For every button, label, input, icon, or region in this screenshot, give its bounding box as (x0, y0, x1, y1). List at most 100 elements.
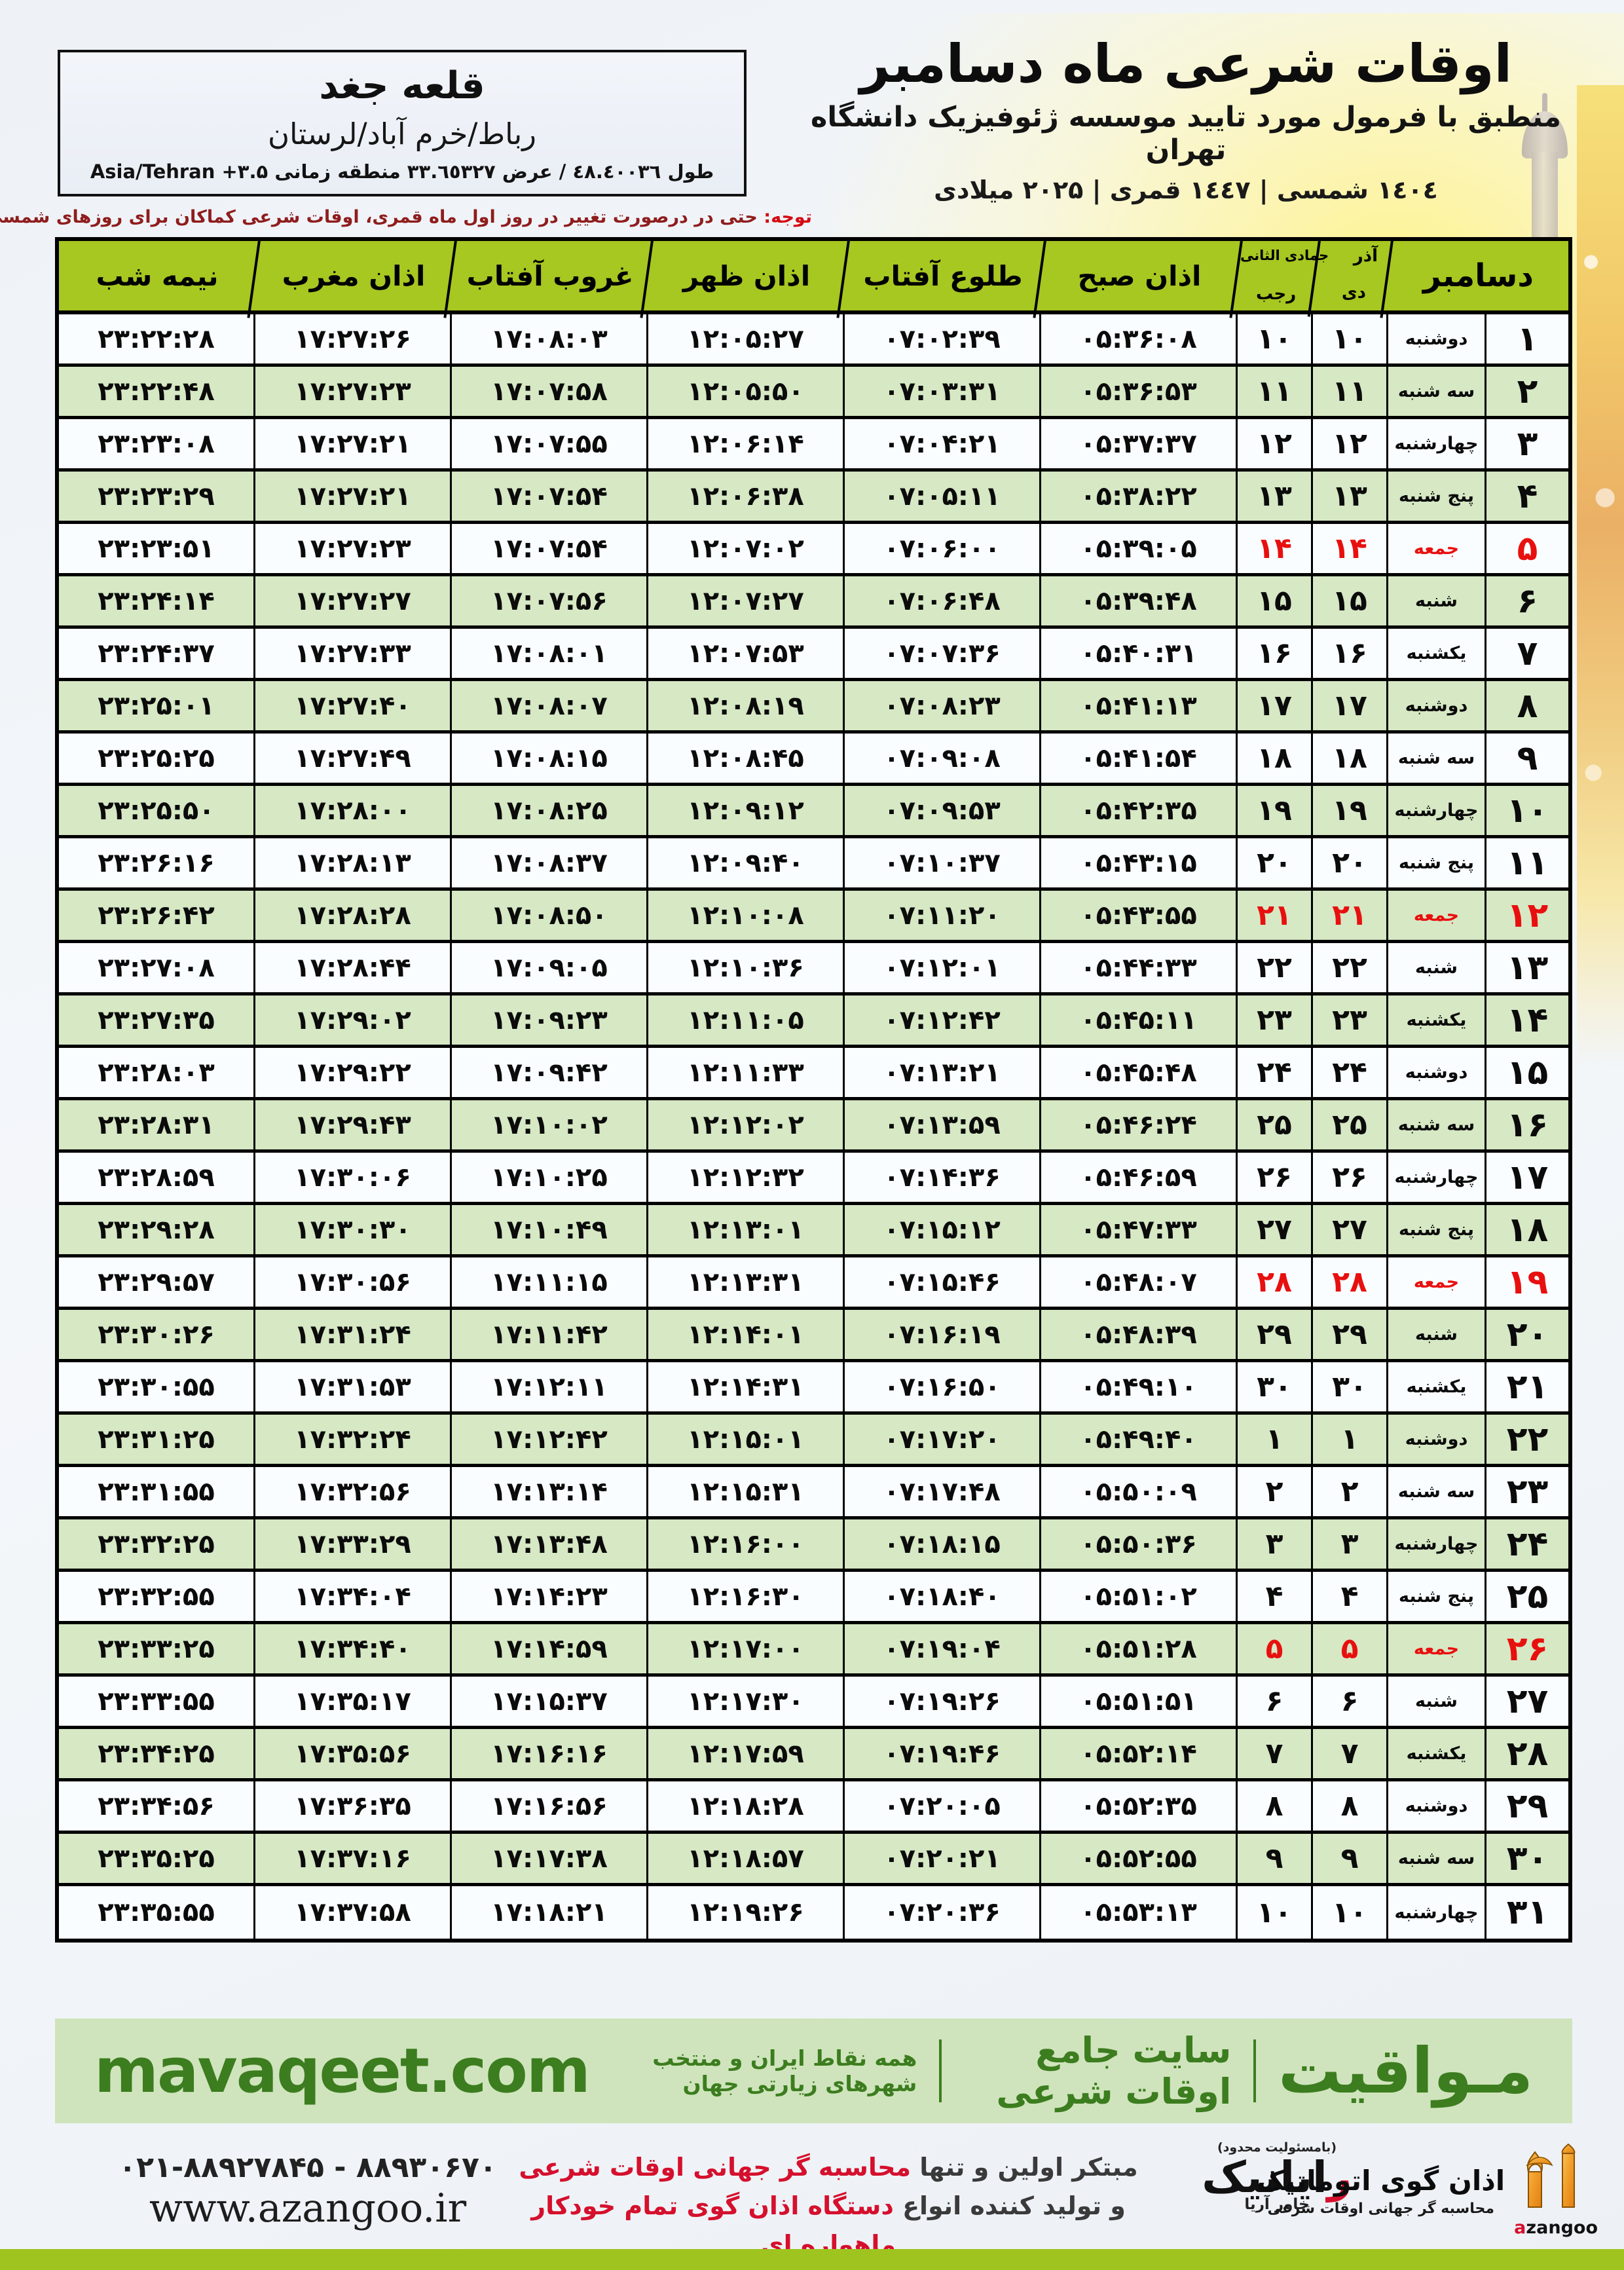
table-row: ۲۳:۳۱:۲۵ ۱۷:۳۲:۲۴ ۱۷:۱۲:۴۲ ۱۲:۱۵:۰۱ ۰۷:۱… (59, 1415, 1568, 1467)
maghrib-cell: ۱۷:۳۴:۰۴ (255, 1572, 452, 1621)
persian-day-cell: ۲۰ (1313, 838, 1388, 887)
fajr-cell: ۰۵:۴۱:۵۴ (1041, 734, 1238, 783)
persian-day-cell: ۱۶ (1313, 629, 1388, 678)
sunset-cell: ۱۷:۰۷:۵۶ (452, 576, 648, 625)
midnight-cell: ۲۳:۲۳:۵۱ (59, 524, 255, 573)
hijri-day-cell: ۲۱ (1238, 891, 1313, 940)
maghrib-cell: ۱۷:۳۱:۵۳ (255, 1362, 452, 1411)
timezone-text: Asia/Tehran +۳.۵ (90, 160, 268, 183)
december-day-cell: ۲۴ (1506, 1524, 1549, 1564)
weekday-cell: سه شنبه (1388, 734, 1486, 783)
maghrib-cell: ۱۷:۲۸:۰۰ (255, 786, 452, 835)
sunrise-cell: ۰۷:۱۸:۱۵ (845, 1519, 1041, 1569)
dhuhr-cell: ۱۲:۱۴:۰۱ (648, 1310, 845, 1359)
hijri-month-start-label: جمادی الثانی (1240, 248, 1329, 263)
hijri-day-cell: ۲۸ (1238, 1257, 1313, 1307)
sunrise-cell: ۰۷:۱۲:۴۲ (845, 995, 1041, 1045)
hijri-day-cell: ۲۴ (1238, 1048, 1313, 1097)
sunset-cell: ۱۷:۱۰:۰۲ (452, 1100, 648, 1149)
hijri-day-cell: ۱۰ (1238, 1886, 1313, 1939)
maghrib-cell: ۱۷:۳۶:۳۵ (255, 1781, 452, 1831)
midnight-cell: ۲۳:۲۷:۰۸ (59, 943, 255, 992)
hijri-day-cell: ۱۵ (1238, 576, 1313, 625)
december-day-cell: ۱۰ (1506, 791, 1549, 830)
sunrise-cell: ۰۷:۱۵:۴۶ (845, 1257, 1041, 1307)
sunrise-cell: ۰۷:۱۹:۴۶ (845, 1729, 1041, 1778)
maghrib-cell: ۱۷:۲۷:۲۱ (255, 419, 452, 468)
azangoo-subtitle: محاسبه گر جهانی اوقات شرعی (1267, 2200, 1495, 2217)
weekday-cell: پنج شنبه (1388, 1205, 1486, 1254)
sunrise-cell: ۰۷:۱۵:۱۲ (845, 1205, 1041, 1254)
table-row: ۲۳:۲۳:۰۸ ۱۷:۲۷:۲۱ ۱۷:۰۷:۵۵ ۱۲:۰۶:۱۴ ۰۷:۰… (59, 419, 1568, 472)
rayanik-subtitle: خاور آریا (1244, 2196, 1310, 2214)
table-row: ۲۳:۳۰:۲۶ ۱۷:۳۱:۲۴ ۱۷:۱۱:۴۲ ۱۲:۱۴:۰۱ ۰۷:۱… (59, 1310, 1568, 1362)
fajr-cell: ۰۵:۴۷:۳۳ (1041, 1205, 1238, 1254)
dhuhr-cell: ۱۲:۱۵:۰۱ (648, 1415, 845, 1464)
col-header-dhuhr: اذان ظهر (648, 241, 845, 310)
table-row: ۲۳:۲۷:۳۵ ۱۷:۲۹:۰۲ ۱۷:۰۹:۲۳ ۱۲:۱۱:۰۵ ۰۷:۱… (59, 995, 1568, 1048)
december-day-cell: ۱۷ (1506, 1157, 1549, 1197)
sunset-cell: ۱۷:۱۴:۲۳ (452, 1572, 648, 1621)
fajr-cell: ۰۵:۵۲:۳۵ (1041, 1781, 1238, 1831)
midnight-cell: ۲۳:۲۸:۳۱ (59, 1100, 255, 1149)
weekday-cell: یکشنبه (1388, 629, 1486, 678)
midnight-cell: ۲۳:۳۴:۵۶ (59, 1781, 255, 1831)
maghrib-cell: ۱۷:۳۲:۵۶ (255, 1467, 452, 1516)
sunset-cell: ۱۷:۰۷:۵۴ (452, 472, 648, 521)
col-header-fajr: اذان صبح (1041, 241, 1238, 310)
maghrib-cell: ۱۷:۳۰:۵۶ (255, 1257, 452, 1307)
midnight-cell: ۲۳:۳۰:۲۶ (59, 1310, 255, 1359)
hijri-day-cell: ۳ (1238, 1519, 1313, 1569)
dhuhr-cell: ۱۲:۱۷:۵۹ (648, 1729, 845, 1778)
persian-day-cell: ۱۵ (1313, 576, 1388, 625)
fajr-cell: ۰۵:۴۸:۰۷ (1041, 1257, 1238, 1307)
col-header-sunset: غروب آفتاب (452, 241, 648, 310)
maghrib-cell: ۱۷:۲۷:۲۱ (255, 472, 452, 521)
persian-day-cell: ۴ (1313, 1572, 1388, 1621)
weekday-cell: یکشنبه (1388, 1729, 1486, 1778)
midnight-cell: ۲۳:۳۲:۲۵ (59, 1519, 255, 1569)
sunset-cell: ۱۷:۰۹:۴۲ (452, 1048, 648, 1097)
persian-day-cell: ۲۴ (1313, 1048, 1388, 1097)
dhuhr-cell: ۱۲:۱۸:۲۸ (648, 1781, 845, 1831)
maghrib-cell: ۱۷:۲۹:۴۳ (255, 1100, 452, 1149)
december-day-cell: ۵ (1517, 529, 1538, 568)
minaret-tip (1542, 93, 1547, 114)
location-title: قلعه جغد (319, 64, 485, 107)
notice-text: حتی در درصورت تغییر در روز اول ماه قمری،… (0, 207, 758, 227)
persian-day-cell: ۲۹ (1313, 1310, 1388, 1359)
col-header-midnight: نیمه شب (59, 241, 255, 310)
table-row: ۲۳:۲۳:۵۱ ۱۷:۲۷:۲۳ ۱۷:۰۷:۵۴ ۱۲:۰۷:۰۲ ۰۷:۰… (59, 524, 1568, 576)
fajr-cell: ۰۵:۵۰:۰۹ (1041, 1467, 1238, 1516)
dhuhr-cell: ۱۲:۱۳:۳۱ (648, 1257, 845, 1307)
december-day-cell: ۱۸ (1506, 1210, 1549, 1250)
hijri-day-cell: ۳۰ (1238, 1362, 1313, 1411)
persian-day-cell: ۱۳ (1313, 472, 1388, 521)
persian-day-cell: ۲۷ (1313, 1205, 1388, 1254)
december-day-cell: ۲۵ (1506, 1576, 1549, 1616)
persian-day-cell: ۵ (1313, 1624, 1388, 1673)
col-header-label: اذان صبح (1077, 259, 1202, 292)
dhuhr-cell: ۱۲:۱۲:۳۲ (648, 1153, 845, 1202)
notice-label: توجه: (764, 207, 812, 227)
sunset-cell: ۱۷:۱۳:۱۴ (452, 1467, 648, 1516)
sunrise-cell: ۰۷:۰۴:۲۱ (845, 419, 1041, 468)
sunset-cell: ۱۷:۱۰:۲۵ (452, 1153, 648, 1202)
table-row: ۲۳:۲۴:۱۴ ۱۷:۲۷:۲۷ ۱۷:۰۷:۵۶ ۱۲:۰۷:۲۷ ۰۷:۰… (59, 576, 1568, 629)
hijri-day-cell: ۱۹ (1238, 786, 1313, 835)
table-row: ۲۳:۳۲:۲۵ ۱۷:۳۳:۲۹ ۱۷:۱۳:۴۸ ۱۲:۱۶:۰۰ ۰۷:۱… (59, 1519, 1568, 1572)
hijri-day-cell: ۲ (1238, 1467, 1313, 1516)
persian-day-cell: ۲۸ (1313, 1257, 1388, 1307)
fajr-cell: ۰۵:۴۹:۱۰ (1041, 1362, 1238, 1411)
mavaqeet-url: mavaqeet.com (94, 2035, 591, 2107)
maghrib-cell: ۱۷:۲۷:۲۷ (255, 576, 452, 625)
sunrise-cell: ۰۷:۱۶:۱۹ (845, 1310, 1041, 1359)
weekday-cell: جمعه (1388, 524, 1486, 573)
weekday-cell: پنج شنبه (1388, 1572, 1486, 1621)
divider-bar (939, 2039, 942, 2102)
maghrib-cell: ۱۷:۳۷:۱۶ (255, 1834, 452, 1883)
azangoo-brand-a: a (1514, 2218, 1526, 2238)
weekday-cell: چهارشنبه (1388, 786, 1486, 835)
dhuhr-cell: ۱۲:۱۶:۳۰ (648, 1572, 845, 1621)
december-day-cell: ۸ (1517, 686, 1538, 726)
